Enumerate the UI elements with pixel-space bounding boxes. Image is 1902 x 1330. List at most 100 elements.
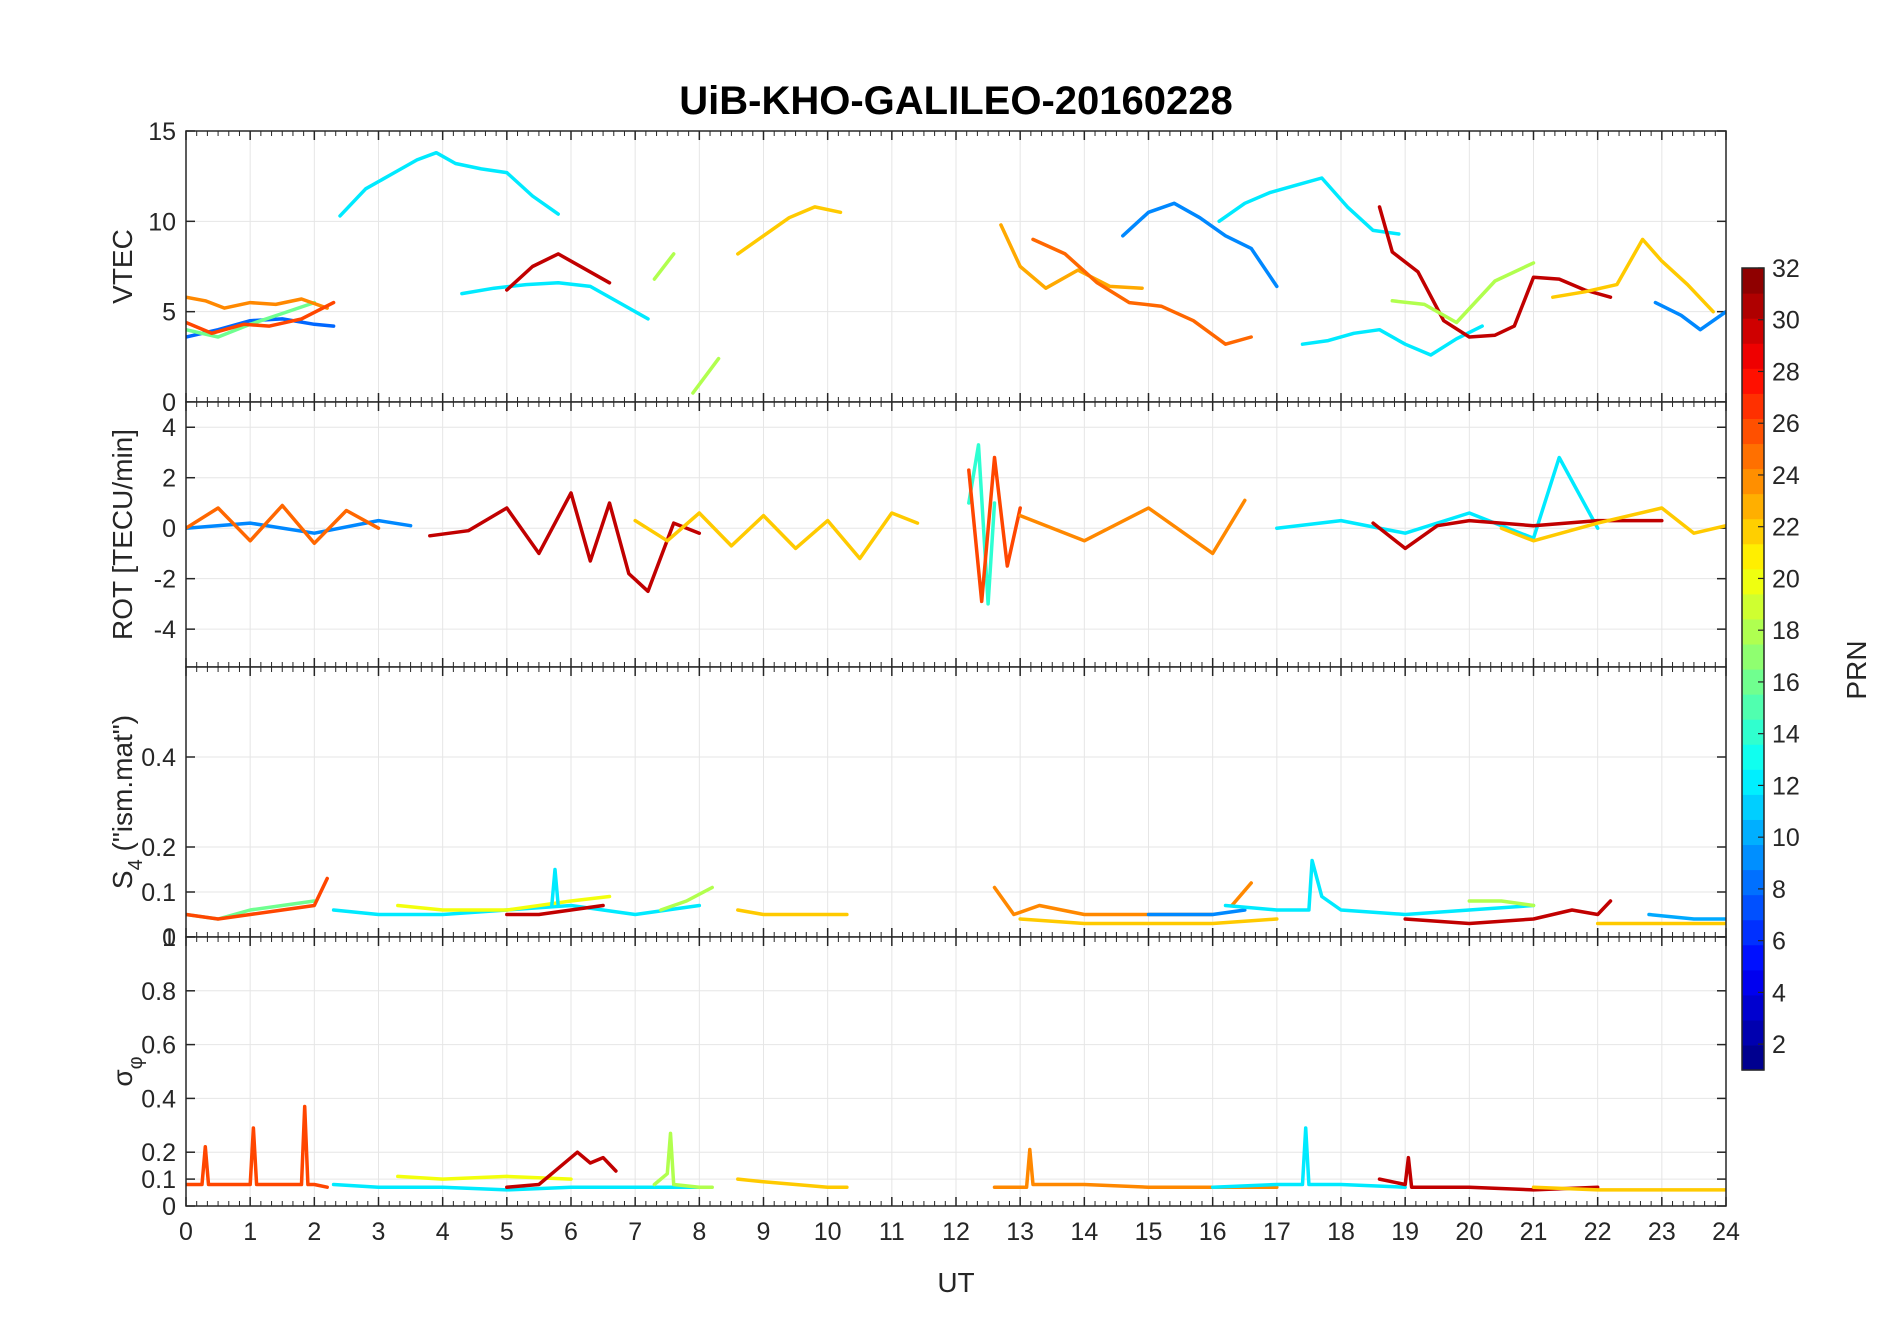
x-tick-label: 19 [1391,1218,1419,1246]
y-tick-label: 5 [162,299,176,327]
series-line-prn-18 [1467,899,1536,908]
series-line-prn-18 [659,885,714,912]
series-line-prn-18 [652,252,676,281]
series-line-prn-9 [1146,908,1247,917]
series-line-prn-20 [396,1174,573,1181]
colorbar-swatch [1742,393,1764,419]
series-line-prn-12 [331,1182,702,1192]
colorbar-tick-label: 22 [1772,514,1800,542]
colorbar-swatch [1742,1019,1764,1046]
y-axis-label-rest: ("ism.mat") [107,715,138,859]
x-axis: 0 1 2 3 4 5 6 7 8 9 10 11 12 13 14 15 16 17 18 19 20 21 22 23 24 [179,1218,1740,1246]
x-tick-label: 13 [1006,1218,1034,1246]
series-line-prn-10 [1647,912,1726,921]
series-line-prn-9 [1653,300,1726,332]
colorbar-swatch [1742,343,1764,369]
series-line-prn-30 [505,252,612,292]
colorbar-swatch [1742,694,1764,720]
series-group [186,858,1726,926]
x-tick-label: 10 [814,1218,842,1246]
series-line-prn-12 [550,867,560,908]
y-tick-label: 0 [162,389,176,417]
colorbar-swatch [1742,669,1764,695]
colorbar-swatch [1742,293,1764,319]
series-group [186,150,1726,395]
colorbar-swatch [1742,418,1764,445]
x-axis-label: UT [937,1267,974,1298]
colorbar-swatch [1742,844,1764,871]
series-line-prn-22 [736,205,843,256]
colorbar-swatch [1742,618,1764,645]
colorbar-tick-label: 10 [1772,824,1800,852]
series-line-prn-12 [1300,324,1484,357]
y-tick-label: 15 [148,118,176,146]
colorbar-frame [1741,267,1765,1071]
y-axis-label-subscript: 4 [125,859,147,870]
x-tick-label: 2 [307,1218,321,1246]
series-line-prn-12 [1223,858,1536,917]
series-line-prn-12 [1210,1126,1407,1189]
x-tick-label: 11 [879,1218,905,1246]
colorbar-tick-label: 14 [1772,721,1800,749]
series-line-prn-24 [186,295,329,310]
colorbar-swatch [1742,468,1764,495]
y-tick-label: 0 [162,924,176,952]
colorbar-swatch [1742,643,1764,670]
series-line-prn-22 [633,511,920,561]
colorbar-swatch [1742,268,1764,294]
colorbar-swatch [1742,944,1764,971]
series-line-prn-22 [1499,506,1726,543]
y-tick-label: 0.4 [141,744,176,772]
y-tick-label: 0.1 [141,879,176,907]
colorbar-swatch [1742,744,1764,770]
series-line-prn-26 [967,455,1022,604]
y-tick-label: 4 [162,414,176,442]
x-tick-label: 24 [1712,1218,1740,1246]
panel-frame [185,936,1727,1207]
y-tick-label: 0.6 [141,1032,176,1060]
series-line-prn-12 [338,150,560,218]
series-line-prn-12 [460,281,650,321]
y-axis-label: ROT [TECU/min] [107,429,138,640]
colorbar-tick-label: 20 [1772,565,1800,593]
series-line-prn-30 [1403,899,1613,926]
y-axis-label-subscript: φ [125,1056,147,1069]
series-line-prn-23 [999,223,1144,290]
series-line-prn-22 [736,908,849,917]
series-line-prn-26 [186,1104,329,1189]
y-axis-label-base: σ [107,1069,138,1086]
series-group [186,1104,1726,1192]
colorbar-tick-label: 24 [1772,462,1800,490]
colorbar-swatch [1742,493,1764,520]
series-line-prn-18 [652,1131,714,1189]
colorbar-swatch [1742,869,1764,896]
y-tick-label: 10 [148,208,176,236]
colorbar-tick-label: 8 [1772,876,1786,904]
y-tick-label: 2 [162,465,176,493]
colorbar-swatch [1742,543,1764,570]
colorbar-swatch [1742,568,1764,595]
colorbar-swatch [1742,719,1764,745]
colorbar-tick-label: 6 [1772,928,1786,956]
series-line-prn-20 [396,894,612,912]
series-line-prn-12 [1217,176,1401,236]
series-line-prn-30 [1377,205,1613,339]
colorbar-tick-label: 32 [1772,255,1800,283]
colorbar-swatch [1742,318,1764,344]
colorbar-swatch [1742,969,1764,996]
colorbar-tick-label: 28 [1772,358,1800,386]
series-line-prn-22 [1018,917,1279,926]
x-tick-label: 1 [243,1218,257,1246]
series-line-prn-24 [1230,881,1253,908]
y-axis-label: S4 ("ism.mat") [107,715,147,889]
series-line-prn-30 [505,1150,618,1189]
colorbar-tick-label: 26 [1772,410,1800,438]
colorbar-swatch [1742,518,1764,545]
x-tick-label: 15 [1135,1218,1163,1246]
colorbar-tick-label: 4 [1772,979,1786,1007]
panel-1: 0 5 10 15 VTEC [107,118,1727,417]
y-axis-label: σφ [107,1056,147,1086]
